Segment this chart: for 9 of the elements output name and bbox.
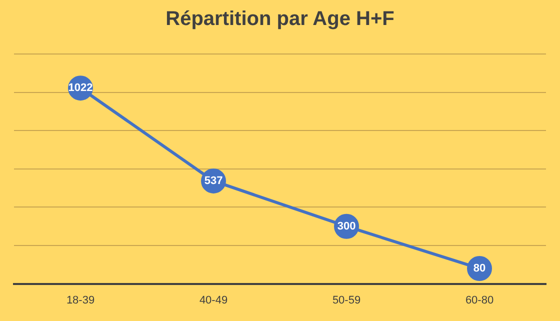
data-label: 80 — [473, 262, 486, 275]
x-tick-label: 18-39 — [66, 294, 95, 306]
chart-title: Répartition par Age H+F — [164, 8, 396, 31]
x-tick-label: 60-80 — [465, 294, 494, 306]
data-label: 300 — [337, 220, 356, 232]
x-tick-label: 40-49 — [199, 294, 228, 306]
x-tick-label: 50-59 — [332, 294, 361, 306]
data-label: 1022 — [68, 82, 93, 94]
data-label: 537 — [204, 174, 223, 187]
